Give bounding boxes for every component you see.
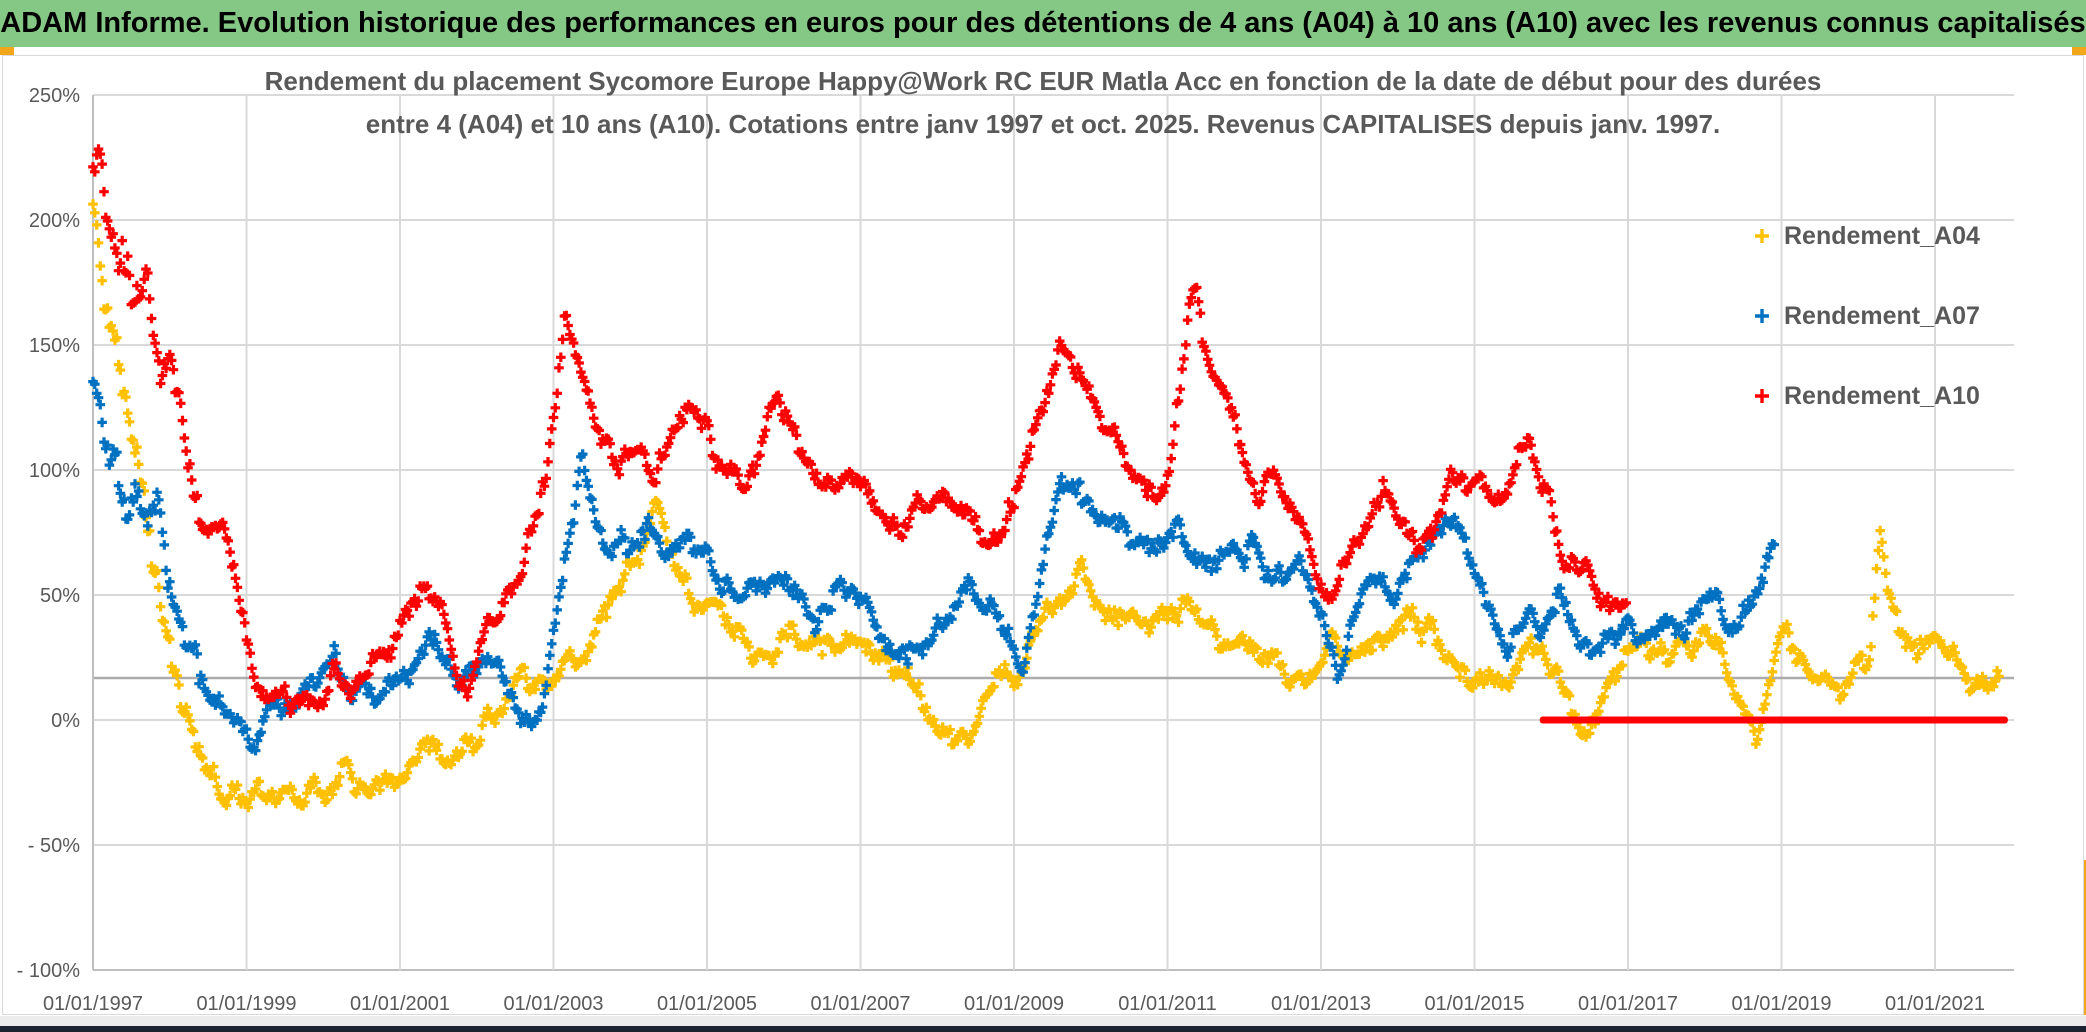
plus-marker-icon [1755, 229, 1769, 243]
accent-square-top-left [0, 47, 14, 55]
x-tick-label: 01/01/2015 [1424, 993, 1524, 1015]
y-tick-label: - 50% [28, 835, 80, 857]
legend-item-rendement-a10[interactable]: Rendement_A10 [1752, 356, 1980, 436]
y-tick-label: 150% [29, 335, 80, 357]
x-tick-label: 01/01/1997 [43, 993, 143, 1015]
legend-item-rendement-a07[interactable]: Rendement_A07 [1752, 276, 1980, 356]
y-tick-label: 250% [29, 85, 80, 107]
x-tick-label: 01/01/2011 [1118, 993, 1217, 1015]
x-tick-label: 01/01/2005 [657, 993, 757, 1015]
x-tick-label: 01/01/2021 [1885, 993, 1985, 1015]
page-title: ADAM Informe. Evolution historique des p… [0, 7, 2086, 39]
x-tick-label: 01/01/2017 [1578, 993, 1678, 1015]
chart-title-line2: entre 4 (A04) et 10 ans (A10). Cotations… [365, 109, 1721, 139]
series-rendement-a07 [88, 376, 1779, 756]
y-tick-label: 0% [51, 710, 80, 732]
x-tick-label: 01/01/2003 [503, 993, 603, 1015]
chart-legend: Rendement_A04 Rendement_A07 Rendement_A1… [1752, 196, 1980, 436]
legend-item-rendement-a04[interactable]: Rendement_A04 [1752, 196, 1980, 276]
legend-label: Rendement_A04 [1784, 221, 1980, 250]
x-tick-label: 01/01/2019 [1731, 993, 1831, 1015]
y-tick-label: 50% [40, 585, 80, 607]
plus-marker-icon [1755, 389, 1769, 403]
x-tick-label: 01/01/2009 [964, 993, 1064, 1015]
series-rendement-a10 [88, 144, 1631, 718]
series-rendement-a10-zero-run [1539, 716, 2008, 724]
chart-title-line1: Rendement du placement Sycomore Europe H… [264, 66, 1822, 96]
series-rendement-a04 [88, 199, 2004, 813]
accent-square-top-right [2072, 47, 2086, 55]
legend-label: Rendement_A10 [1784, 381, 1980, 410]
footer-strip [0, 1016, 2086, 1026]
y-tick-label: 100% [29, 460, 80, 482]
legend-label: Rendement_A07 [1784, 301, 1980, 330]
x-tick-label: 01/01/2001 [350, 993, 450, 1015]
plus-marker-icon [1755, 309, 1769, 323]
x-tick-label: 01/01/1999 [196, 993, 296, 1015]
y-tick-label: 200% [29, 210, 80, 232]
x-tick-label: 01/01/2007 [810, 993, 910, 1015]
footer-bar [0, 1026, 2086, 1032]
chart-title: Rendement du placement Sycomore Europe H… [0, 60, 2086, 146]
page-title-bar: ADAM Informe. Evolution historique des p… [0, 0, 2086, 47]
x-tick-label: 01/01/2013 [1271, 993, 1371, 1015]
y-tick-label: - 100% [17, 960, 81, 982]
